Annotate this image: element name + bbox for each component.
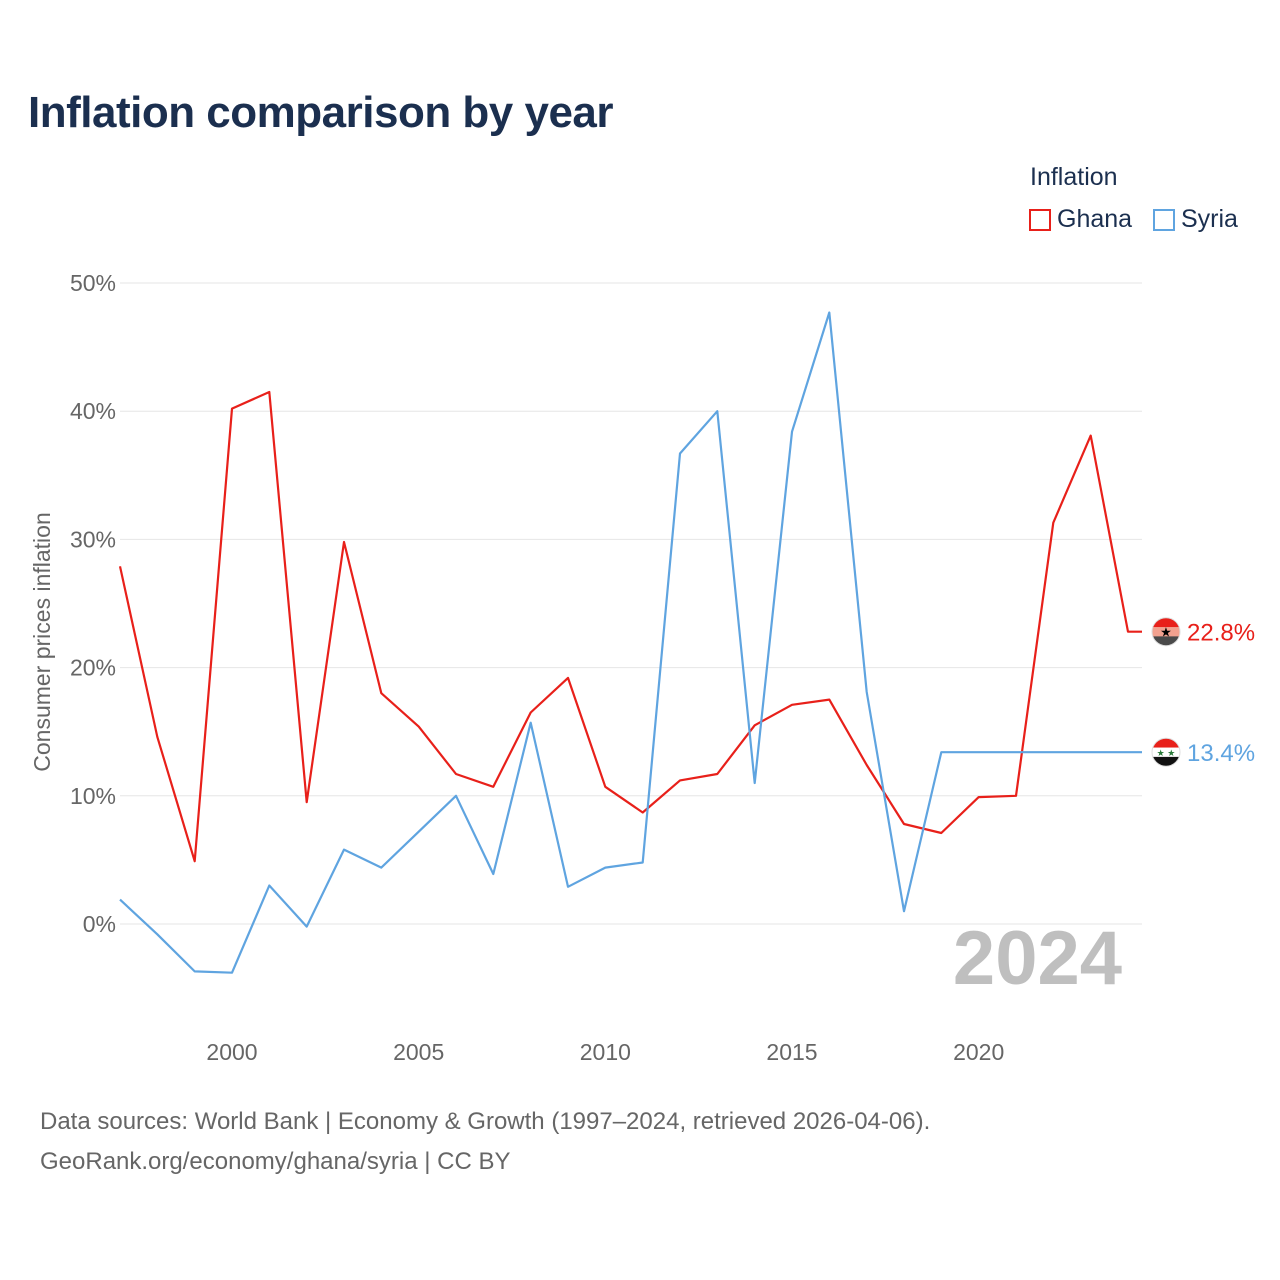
end-value-label-ghana: 22.8% [1187,620,1255,647]
y-tick-label: 10% [70,783,116,809]
end-value-label-syria: 13.4% [1187,740,1255,767]
legend-title: Inflation [1030,163,1118,191]
y-axis-ticks: 0% 10% 20% 30% 40% 50% [70,270,116,937]
year-watermark: 2024 [953,916,1122,1001]
series-line-ghana[interactable] [118,390,1142,863]
series-lines [118,311,1142,974]
flag-marker-syria: ★ ★ [1151,737,1181,767]
legend-swatch-ghana [1029,208,1051,231]
legend-label-ghana: Ghana [1057,205,1133,233]
y-tick-label: 0% [83,911,116,937]
x-axis-ticks: 2000 2005 2010 2015 2020 [206,1039,1004,1065]
y-tick-label: 20% [70,655,116,681]
legend-item-syria[interactable]: Syria [1153,205,1238,234]
y-axis-title: Consumer prices inflation [29,512,55,772]
x-tick-label: 2015 [766,1039,817,1065]
legend-label-syria: Syria [1181,205,1238,233]
y-tick-label: 50% [70,270,116,296]
footer-source: Data sources: World Bank | Economy & Gro… [40,1108,931,1135]
legend-swatch-syria [1153,208,1175,231]
x-tick-label: 2000 [206,1039,257,1065]
svg-text:★: ★ [1160,625,1172,640]
chart-title: Inflation comparison by year [28,88,614,137]
end-markers: ★ 22.8% ★ ★ 13.4% [1151,617,1255,767]
y-tick-label: 40% [70,398,116,424]
legend-item-ghana[interactable]: Ghana [1029,205,1132,234]
grid-lines [120,282,1142,925]
footer-credit: GeoRank.org/economy/ghana/syria | CC BY [40,1148,511,1175]
x-tick-label: 2010 [580,1039,631,1065]
series-line-syria[interactable] [119,311,1142,974]
x-tick-label: 2005 [393,1039,444,1065]
flag-marker-ghana: ★ [1151,617,1181,647]
svg-text:★ ★: ★ ★ [1157,748,1176,758]
x-tick-label: 2020 [953,1039,1004,1065]
y-tick-label: 30% [70,526,116,552]
